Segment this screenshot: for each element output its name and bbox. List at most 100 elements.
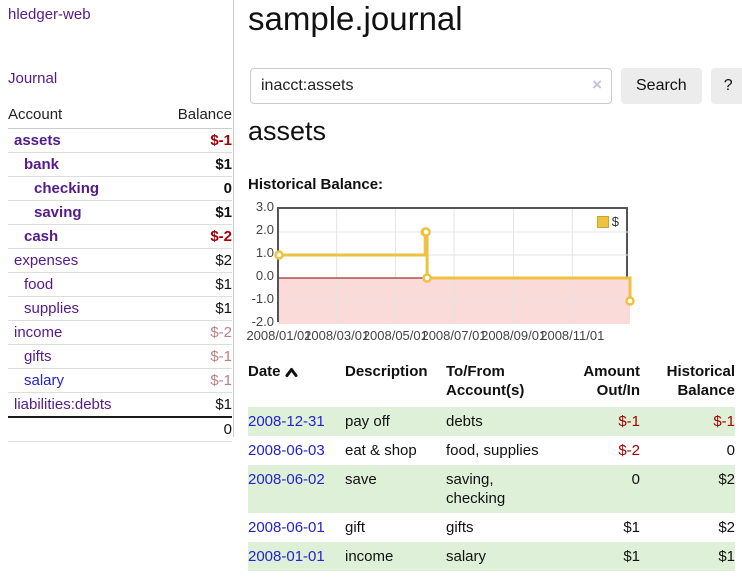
transaction-description: eat & shop [345, 442, 417, 459]
search-row: × Search ? [250, 68, 742, 104]
register-header-date-label: Date [248, 363, 281, 380]
account-link[interactable]: bank [24, 156, 60, 173]
account-balance: $-1 [155, 368, 232, 393]
account-balance: $1 [155, 200, 232, 225]
register-table: Date Description To/From Account(s) Amou… [248, 360, 735, 571]
transaction-balance: $2 [718, 519, 735, 536]
account-row: food $1 [8, 272, 232, 297]
account-link[interactable]: cash [24, 228, 59, 245]
account-balance: $-1 [155, 344, 232, 369]
register-header-balance: Historical Balance [666, 363, 735, 399]
clear-search-icon[interactable]: × [592, 75, 602, 94]
legend-label: $ [611, 214, 619, 229]
account-row: assets $-1 [8, 128, 232, 153]
transaction-accounts: gifts [446, 519, 474, 536]
transaction-amount: $1 [556, 542, 640, 571]
transaction-balance: 0 [726, 442, 735, 459]
app-title-link[interactable]: hledger-web [8, 6, 91, 23]
accounts-total-row: 0 [8, 416, 232, 442]
y-axis-tick-label: 2.0 [255, 222, 274, 237]
chart-section-label: Historical Balance: [248, 176, 384, 193]
account-row: salary $-1 [8, 368, 232, 393]
x-axis-tick-label: 2008/03/01 [304, 328, 370, 343]
accounts-table-body: assets $-1 bank $1 checking 0 saving $1 cash $-2 e… [8, 128, 232, 418]
main-content: sample.journal × Search ? assets Histori… [246, 0, 742, 582]
y-axis-tick-label: -1.0 [251, 291, 274, 306]
legend-swatch-icon [596, 215, 609, 228]
chart-svg [274, 209, 635, 324]
page-title: sample.journal [248, 0, 463, 37]
x-axis-tick-label: 2008/11/01 [540, 328, 605, 343]
transaction-date-link[interactable]: 2008-12-31 [248, 413, 325, 430]
x-axis-tick-label: 2008/05/01 [362, 328, 428, 343]
account-balance: $1 [155, 296, 232, 321]
accounts-header-account: Account [8, 102, 156, 129]
account-row: saving $1 [8, 200, 232, 225]
transaction-row: 2008-06-03 eat & shop food, supplies $-2 0 [248, 436, 735, 465]
account-balance: $-2 [155, 224, 232, 249]
chart-legend: $ [594, 213, 621, 230]
account-link[interactable]: food [24, 276, 54, 293]
sidebar-item-journal[interactable]: Journal [8, 70, 58, 87]
transaction-amount: $-2 [618, 442, 640, 459]
transaction-date-link[interactable]: 2008-01-01 [248, 548, 325, 565]
account-link[interactable]: gifts [24, 348, 52, 365]
y-axis-tick-label: 0.0 [255, 268, 274, 283]
x-axis-tick-label: 2008/07/01 [421, 328, 487, 343]
account-link[interactable]: assets [14, 132, 61, 149]
transaction-accounts: food, supplies [446, 442, 539, 459]
account-balance: $-1 [155, 128, 232, 153]
transaction-accounts: debts [446, 407, 556, 436]
account-row: income $-2 [8, 320, 232, 345]
account-balance: $1 [155, 152, 232, 177]
accounts-total-spacer [8, 416, 156, 442]
transaction-amount: 0 [556, 465, 640, 513]
account-link[interactable]: expenses [14, 252, 79, 269]
account-link[interactable]: saving [34, 204, 82, 221]
transaction-balance: $-1 [640, 407, 735, 436]
account-link[interactable]: supplies [24, 300, 80, 317]
transaction-amount: $1 [623, 519, 640, 536]
account-row: supplies $1 [8, 296, 232, 321]
account-link[interactable]: income [14, 324, 63, 341]
transaction-date-link[interactable]: 2008-06-01 [248, 519, 325, 536]
transaction-row: 2008-12-31 pay off debts $-1 $-1 [248, 407, 735, 436]
account-balance: $-2 [155, 320, 232, 345]
transaction-description: gift [345, 519, 366, 536]
sidebar-divider [233, 0, 234, 437]
transaction-amount: $-1 [556, 407, 640, 436]
account-balance: $1 [215, 396, 232, 413]
transaction-row: 2008-06-01 gift gifts $1 $2 [248, 513, 735, 542]
search-input[interactable] [250, 68, 612, 104]
account-balance: 0 [155, 176, 232, 201]
transaction-accounts: saving, checking [446, 465, 556, 513]
transaction-date-link[interactable]: 2008-06-02 [248, 471, 325, 488]
account-row: bank $1 [8, 152, 232, 177]
chart-plot-area: $ [274, 207, 635, 324]
y-axis-tick-label: 1.0 [255, 245, 274, 260]
transaction-balance: $2 [640, 465, 735, 513]
register-table-body: 2008-12-31 pay off debts $-1 $-1 2008-06-03 ea… [248, 407, 735, 571]
account-link[interactable]: liabilities:debts [14, 396, 112, 413]
register-header-accounts: To/From Account(s) [446, 363, 525, 399]
register-header-description: Description [345, 363, 428, 380]
account-link[interactable]: salary [24, 372, 65, 389]
x-axis-tick-label: 2008/09/01 [481, 328, 547, 343]
account-heading: assets [248, 116, 327, 146]
account-row: checking 0 [8, 176, 232, 201]
transaction-row: 2008-06-02 save saving, checking 0 $2 [248, 465, 735, 513]
search-button[interactable]: Search [621, 68, 702, 104]
help-button[interactable]: ? [710, 68, 742, 104]
account-balance: $1 [155, 272, 232, 297]
transaction-description: pay off [345, 407, 446, 436]
search-box: × [250, 68, 612, 104]
account-row: expenses $2 [8, 248, 232, 273]
transaction-row: 2008-01-01 income salary $1 $1 [248, 542, 735, 571]
y-axis-tick-label: -2.0 [251, 314, 274, 329]
register-header-row: Date Description To/From Account(s) Amou… [248, 360, 735, 407]
transaction-date-link[interactable]: 2008-06-03 [248, 442, 325, 459]
account-row: gifts $-1 [8, 344, 232, 369]
register-header-date[interactable]: Date [248, 360, 345, 407]
account-link[interactable]: checking [34, 180, 100, 197]
transaction-description: save [345, 465, 446, 513]
